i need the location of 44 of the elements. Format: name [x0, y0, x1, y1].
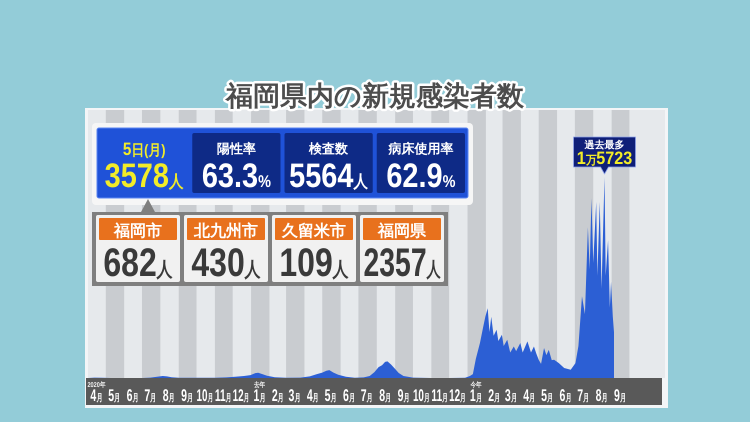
x-tick-label: 7月 — [577, 385, 590, 405]
x-tick-label: 3月 — [288, 385, 300, 405]
info-header: 福岡県 — [378, 223, 426, 240]
info-header: 病床使用率 — [388, 141, 454, 156]
title: 福岡県内の新規感染者数 — [226, 81, 524, 111]
info-value: 63.3% — [202, 156, 271, 195]
info-header: 久留米市 — [282, 223, 346, 240]
x-tick-label: 10月 — [412, 385, 430, 405]
x-tick-label: 9月 — [398, 385, 410, 405]
info-header: 検査数 — [309, 141, 348, 156]
info-header: 福岡市 — [114, 223, 162, 240]
info-value: 5564人 — [289, 156, 368, 195]
x-tick-label: 9月 — [181, 385, 193, 405]
x-tick-label: 11月 — [431, 385, 448, 405]
annotation: 過去最多 — [584, 140, 625, 151]
info-header: 5日(月) — [122, 138, 166, 160]
x-tick-label: 4月 — [306, 385, 319, 405]
info-header: 北九州市 — [194, 223, 258, 240]
info-header: 陽性率 — [216, 141, 256, 156]
x-tick-label: 2月 — [488, 385, 500, 405]
info-value: 430人 — [191, 240, 261, 285]
info-value: 682人 — [103, 240, 173, 285]
x-tick-label: 6月 — [126, 385, 138, 405]
x-tick-label: 9月 — [614, 385, 626, 405]
x-tick-label: 8月 — [379, 385, 391, 405]
x-tick-label: 6月 — [559, 385, 572, 405]
x-tick-label: 11月 — [214, 385, 232, 405]
x-tick-label: 7月 — [360, 385, 373, 405]
x-tick-label: 4月 — [523, 385, 536, 405]
x-tick-label: 5月 — [108, 385, 120, 405]
info-value: 2357人 — [364, 241, 440, 286]
info-value: 62.9% — [386, 156, 456, 195]
x-tick-label: 5月 — [324, 385, 336, 405]
x-tick-label: 7月 — [144, 385, 156, 405]
x-tick-label: 3月 — [504, 385, 517, 405]
x-tick-label: 5月 — [541, 385, 553, 405]
x-tick-label: 12月 — [232, 385, 250, 405]
info-value: 109人 — [279, 240, 349, 285]
x-tick-label: 10月 — [196, 385, 214, 405]
x-tick-label: 12月 — [449, 385, 466, 405]
x-tick-label: 8月 — [596, 385, 608, 405]
x-tick-label: 2月 — [272, 385, 284, 405]
x-tick-label: 8月 — [162, 385, 175, 405]
x-tick-label: 6月 — [343, 385, 355, 405]
